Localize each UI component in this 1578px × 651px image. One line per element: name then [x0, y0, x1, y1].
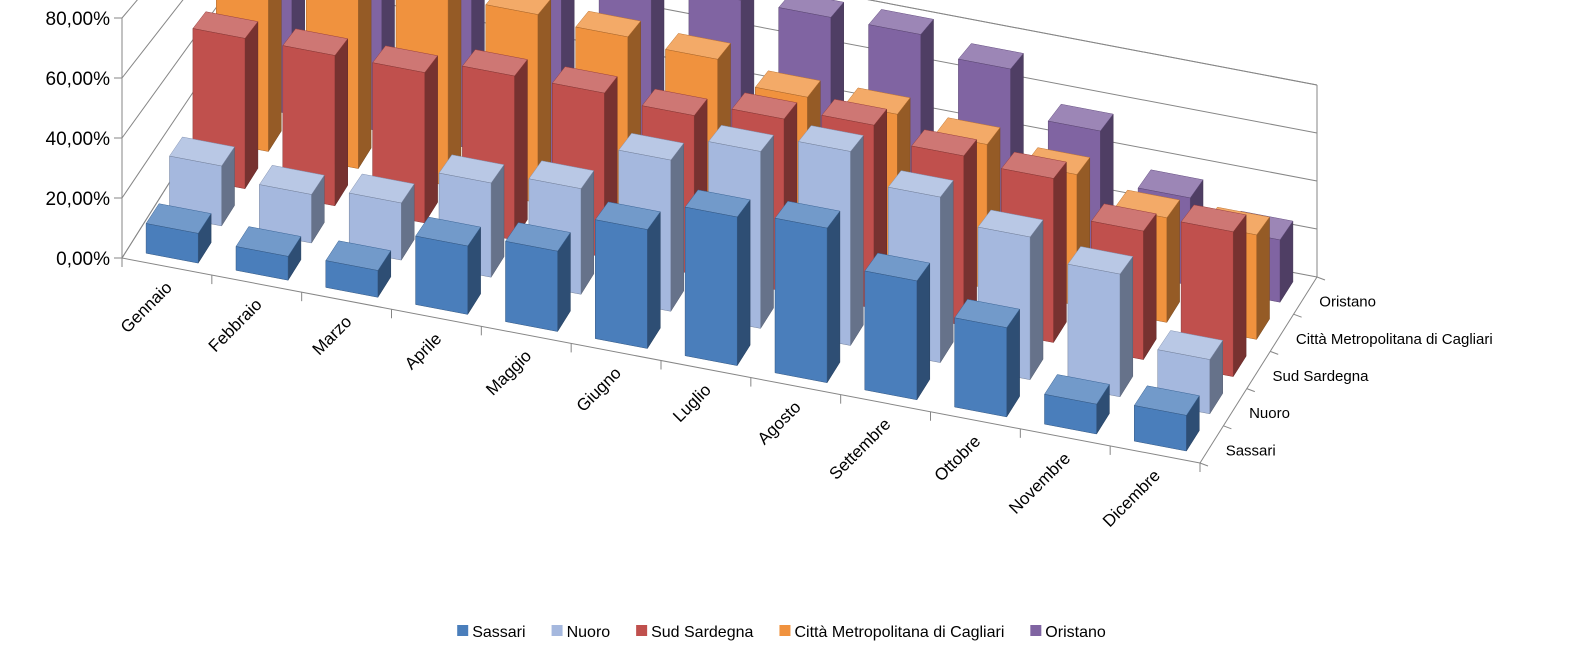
- bar-front-face: [775, 218, 827, 383]
- bar-sassari-maggio: [506, 223, 571, 332]
- bar-side-face: [964, 140, 977, 326]
- x-tick-label: Aprile: [401, 329, 445, 373]
- bar-side-face: [1030, 220, 1043, 380]
- bar-side-face: [827, 211, 840, 383]
- x-tick-label: Novembre: [1005, 449, 1074, 518]
- legend-swatch: [552, 625, 563, 636]
- legend-label: Nuoro: [567, 624, 611, 641]
- x-tick-label: Febbraio: [205, 295, 266, 356]
- bar-side-face: [851, 136, 864, 346]
- bar-sassari-aprile: [416, 217, 481, 314]
- y-tick-label: 20,00%: [46, 189, 111, 210]
- bar-front-face: [416, 236, 468, 314]
- z-tick-label: Sud Sardegna: [1273, 368, 1370, 385]
- bar-side-face: [1143, 214, 1156, 360]
- bar-sassari-gennaio: [146, 204, 211, 263]
- y-tick-label: 60,00%: [46, 69, 111, 90]
- bar-side-face: [358, 0, 371, 169]
- z-tick-label: Oristano: [1319, 294, 1376, 311]
- bar-side-face: [515, 60, 528, 241]
- z-tick-mark: [1317, 277, 1325, 280]
- z-tick-label: Sassari: [1226, 442, 1276, 459]
- bar-side-face: [940, 181, 953, 363]
- y-tick-label: 40,00%: [46, 129, 111, 150]
- bar-sassari-marzo: [326, 241, 391, 297]
- bar-side-face: [737, 200, 750, 366]
- bar-nuoro-novembre: [1068, 247, 1133, 397]
- bar-side-face: [1257, 217, 1270, 339]
- z-tick-label: Città Metropolitana di Cagliari: [1296, 331, 1493, 348]
- bar-side-face: [647, 212, 660, 349]
- x-tick-label: Dicembre: [1099, 466, 1164, 531]
- bar-front-face: [1068, 264, 1120, 397]
- bar-front-face: [506, 241, 558, 331]
- bar-side-face: [581, 171, 594, 295]
- legend-label: Città Metropolitana di Cagliari: [795, 624, 1005, 641]
- legend-swatch: [1030, 625, 1041, 636]
- bar-side-face: [491, 165, 504, 278]
- x-tick-label: Gennaio: [117, 278, 176, 337]
- bar-sassari-febbraio: [236, 227, 301, 281]
- z-tick-mark: [1200, 463, 1208, 466]
- x-tick-label: Luglio: [669, 380, 715, 426]
- x-tick-label: Maggio: [482, 346, 535, 399]
- bar-sassari-agosto: [775, 201, 840, 383]
- legend-swatch: [636, 625, 647, 636]
- bar-side-face: [671, 143, 684, 311]
- x-tick-label: Marzo: [309, 312, 356, 359]
- legend-label: Oristano: [1045, 624, 1106, 641]
- x-tick-label: Giugno: [573, 363, 625, 415]
- legend-label: Sud Sardegna: [651, 624, 753, 641]
- x-tick-label: Ottobre: [931, 432, 985, 486]
- bar-side-face: [1054, 162, 1067, 343]
- bars: [146, 0, 1293, 451]
- bar-side-face: [1233, 215, 1246, 377]
- bar-side-face: [761, 135, 774, 328]
- bar-side-face: [917, 263, 930, 400]
- bar-sassari-ottobre: [955, 299, 1020, 417]
- z-tick-mark: [1270, 351, 1278, 354]
- legend-label: Sassari: [472, 624, 525, 641]
- bar-sassari-luglio: [685, 190, 750, 366]
- legend-swatch: [779, 625, 790, 636]
- y-tick-label: 0,00%: [56, 249, 110, 270]
- z-tick-mark: [1247, 389, 1255, 392]
- bar-front-face: [685, 207, 737, 366]
- bar-sassari-dicembre: [1134, 386, 1199, 451]
- bar-side-face: [1120, 257, 1133, 397]
- legend-swatch: [457, 625, 468, 636]
- y-tick-label: 80,00%: [46, 9, 111, 30]
- x-tick-label: Agosto: [754, 397, 805, 448]
- x-tick-label: Settembre: [826, 415, 895, 484]
- bar-front-face: [865, 271, 917, 400]
- bar-sassari-giugno: [595, 202, 660, 349]
- z-tick-label: Nuoro: [1249, 405, 1290, 422]
- bar-sassari-novembre: [1045, 375, 1110, 435]
- bar-side-face: [1167, 200, 1180, 322]
- bar-sassari-settembre: [865, 253, 930, 400]
- bar-side-face: [335, 39, 348, 206]
- bar-side-face: [245, 22, 258, 189]
- z-tick-mark: [1294, 314, 1302, 317]
- bar-side-face: [268, 0, 281, 152]
- bar-side-face: [425, 56, 438, 223]
- bar-front-face: [955, 318, 1007, 417]
- z-tick-mark: [1223, 426, 1231, 429]
- legend: Sassari Nuoro Sud Sardegna Città Metropolit…: [457, 624, 1106, 641]
- bar-front-face: [595, 220, 647, 349]
